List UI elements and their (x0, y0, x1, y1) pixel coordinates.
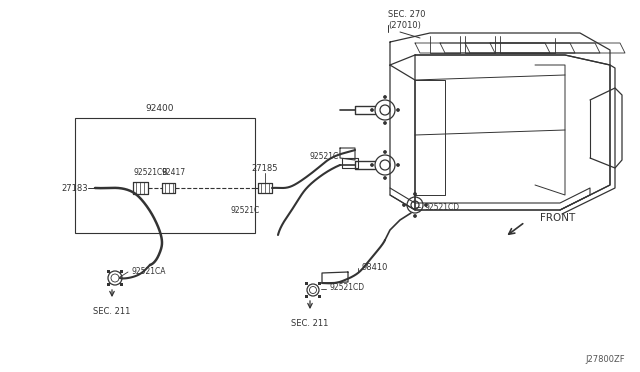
Text: 27185: 27185 (252, 164, 278, 173)
Circle shape (413, 215, 417, 218)
Bar (120, 270, 124, 273)
Text: FRONT: FRONT (540, 213, 575, 223)
Text: 92521C: 92521C (310, 151, 339, 160)
Circle shape (371, 109, 374, 112)
Circle shape (383, 96, 387, 99)
Circle shape (424, 203, 428, 206)
Bar (317, 282, 321, 285)
Text: 98410: 98410 (362, 263, 388, 273)
Text: 92521CD: 92521CD (330, 283, 365, 292)
Circle shape (397, 164, 399, 167)
Circle shape (397, 109, 399, 112)
Text: SEC. 270
(27010): SEC. 270 (27010) (388, 10, 426, 30)
Bar (305, 295, 308, 298)
Circle shape (371, 164, 374, 167)
Text: SEC. 211: SEC. 211 (291, 318, 329, 327)
Circle shape (383, 122, 387, 125)
Text: 92521C: 92521C (230, 205, 260, 215)
Text: 92400: 92400 (145, 103, 173, 112)
Bar (75, 118, 255, 233)
Circle shape (383, 151, 387, 154)
Bar (107, 270, 110, 273)
Text: 27183: 27183 (61, 183, 88, 192)
Text: SEC. 211: SEC. 211 (93, 308, 131, 317)
Text: 92521CA: 92521CA (132, 267, 166, 276)
Bar (120, 283, 124, 286)
Circle shape (413, 192, 417, 196)
Bar (107, 283, 110, 286)
Text: 92521CD: 92521CD (425, 202, 460, 212)
Text: 92521CB: 92521CB (133, 167, 168, 176)
Bar (317, 295, 321, 298)
Bar (305, 282, 308, 285)
Text: J27800ZF: J27800ZF (586, 356, 625, 365)
Text: 92417: 92417 (162, 167, 186, 176)
Circle shape (403, 203, 406, 206)
Circle shape (383, 176, 387, 180)
